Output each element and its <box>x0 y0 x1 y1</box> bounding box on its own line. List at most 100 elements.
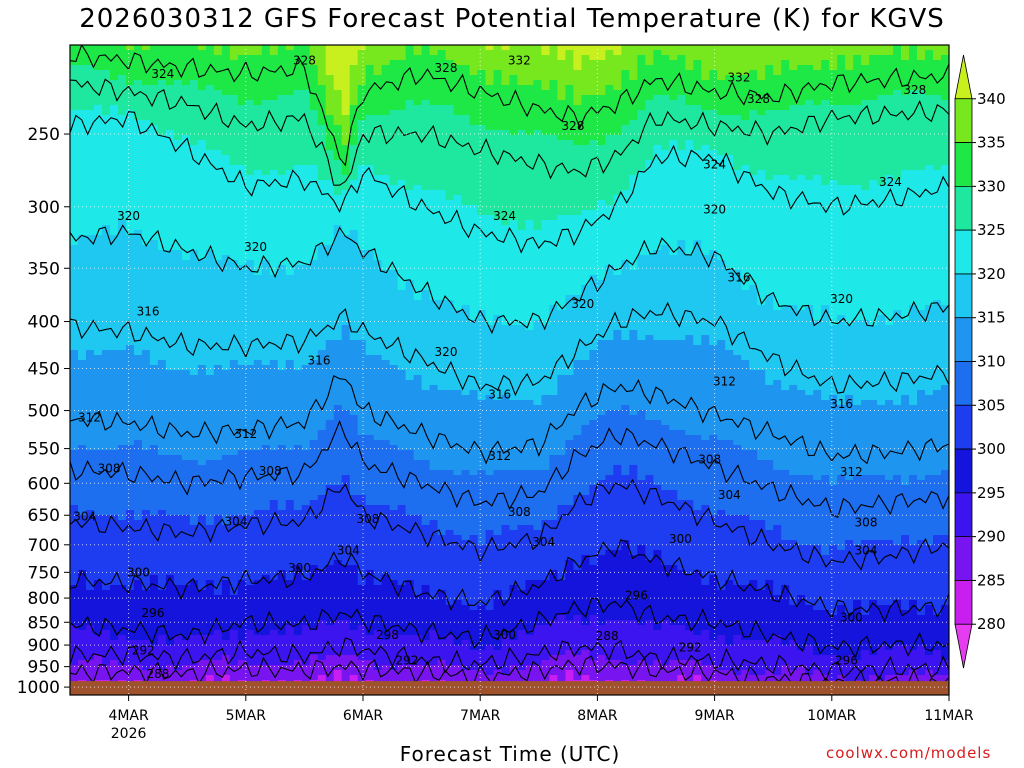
field-cell <box>133 665 143 671</box>
field-cell <box>213 400 223 406</box>
field-cell <box>165 605 175 611</box>
field-cell <box>125 75 135 81</box>
field-cell <box>357 280 367 286</box>
field-cell <box>197 620 207 626</box>
field-cell <box>189 535 199 541</box>
field-cell <box>181 45 191 51</box>
field-cell <box>77 415 87 421</box>
field-cell <box>125 640 135 646</box>
field-cell <box>157 390 167 396</box>
field-cell <box>189 645 199 651</box>
field-cell <box>229 340 239 346</box>
field-cell <box>349 445 359 451</box>
field-cell <box>109 425 119 431</box>
field-cell <box>197 540 207 546</box>
field-cell <box>197 375 207 381</box>
field-cell <box>213 110 223 116</box>
field-cell <box>309 215 319 221</box>
field-cell <box>325 515 335 521</box>
field-cell <box>341 385 351 391</box>
field-cell <box>317 305 327 311</box>
field-cell <box>269 180 279 186</box>
field-cell <box>365 580 375 586</box>
field-cell <box>293 430 303 436</box>
field-cell <box>165 445 175 451</box>
field-cell <box>301 585 311 591</box>
field-cell <box>269 605 279 611</box>
field-cell <box>77 125 87 131</box>
field-cell <box>253 285 263 291</box>
field-cell <box>101 445 111 451</box>
field-cell <box>109 565 119 571</box>
field-cell <box>181 140 191 146</box>
field-cell <box>93 620 103 626</box>
field-cell <box>277 120 287 126</box>
field-cell <box>245 530 255 536</box>
field-cell <box>157 305 167 311</box>
field-cell <box>101 345 111 351</box>
field-cell <box>253 415 263 421</box>
field-cell <box>101 225 111 231</box>
field-cell <box>213 160 223 166</box>
field-cell <box>141 180 151 186</box>
field-cell <box>117 95 127 101</box>
field-cell <box>269 640 279 646</box>
field-cell <box>93 460 103 466</box>
field-cell <box>133 445 143 451</box>
field-cell <box>269 150 279 156</box>
field-cell <box>229 645 239 651</box>
field-cell <box>141 515 151 521</box>
field-cell <box>245 145 255 151</box>
field-cell <box>205 375 215 381</box>
field-cell <box>189 395 199 401</box>
field-cell <box>333 380 343 386</box>
field-cell <box>293 370 303 376</box>
field-cell <box>309 85 319 91</box>
field-cell <box>309 585 319 591</box>
field-cell <box>325 60 335 66</box>
field-cell <box>261 225 271 231</box>
field-cell <box>341 105 351 111</box>
field-cell <box>341 280 351 286</box>
field-cell <box>301 330 311 336</box>
field-cell <box>133 215 143 221</box>
field-cell <box>205 260 215 266</box>
field-cell <box>181 475 191 481</box>
field-cell <box>165 535 175 541</box>
field-cell <box>133 150 143 156</box>
field-cell <box>285 410 295 416</box>
field-cell <box>133 610 143 616</box>
field-cell <box>141 330 151 336</box>
field-cell <box>109 220 119 226</box>
field-cell <box>341 110 351 116</box>
field-cell <box>213 220 223 226</box>
field-cell <box>157 180 167 186</box>
field-cell <box>117 615 127 621</box>
field-cell <box>221 205 231 211</box>
field-cell <box>157 100 167 106</box>
field-cell <box>245 355 255 361</box>
field-cell <box>325 120 335 126</box>
field-cell <box>77 185 87 191</box>
field-cell <box>157 75 167 81</box>
field-cell <box>325 555 335 561</box>
field-cell <box>149 215 159 221</box>
field-cell <box>149 85 159 91</box>
field-cell <box>341 650 351 656</box>
field-cell <box>173 605 183 611</box>
field-cell <box>221 190 231 196</box>
field-cell <box>301 55 311 61</box>
field-cell <box>301 560 311 566</box>
field-cell <box>269 230 279 236</box>
field-cell <box>253 70 263 76</box>
field-cell <box>181 670 191 676</box>
field-cell <box>365 455 375 461</box>
field-cell <box>213 85 223 91</box>
field-cell <box>229 250 239 256</box>
field-cell <box>237 625 247 631</box>
field-cell <box>365 420 375 426</box>
field-cell <box>349 100 359 106</box>
field-cell <box>125 260 135 266</box>
field-cell <box>117 470 127 476</box>
field-cell <box>333 185 343 191</box>
